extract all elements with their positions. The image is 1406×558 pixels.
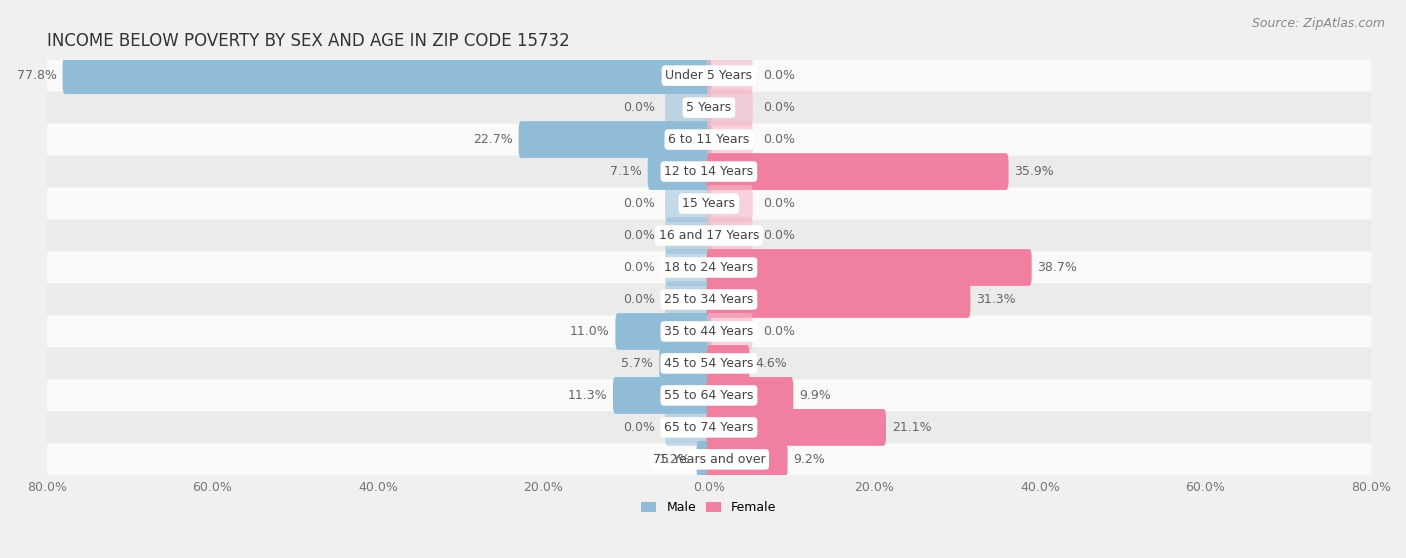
Text: 12 to 14 Years: 12 to 14 Years [665, 165, 754, 178]
Text: 0.0%: 0.0% [762, 325, 794, 338]
FancyBboxPatch shape [46, 348, 1371, 379]
Text: 35.9%: 35.9% [1014, 165, 1054, 178]
Text: 22.7%: 22.7% [472, 133, 513, 146]
Text: 0.0%: 0.0% [762, 197, 794, 210]
FancyBboxPatch shape [706, 153, 1008, 190]
Text: 0.0%: 0.0% [623, 261, 655, 274]
FancyBboxPatch shape [706, 249, 1032, 286]
FancyBboxPatch shape [46, 444, 1371, 475]
Text: 11.3%: 11.3% [568, 389, 607, 402]
FancyBboxPatch shape [46, 92, 1371, 123]
Text: 1.2%: 1.2% [659, 453, 690, 466]
Text: 0.0%: 0.0% [762, 229, 794, 242]
Text: 9.9%: 9.9% [799, 389, 831, 402]
FancyBboxPatch shape [706, 377, 793, 414]
Text: 5 Years: 5 Years [686, 101, 731, 114]
Text: 0.0%: 0.0% [623, 229, 655, 242]
FancyBboxPatch shape [46, 156, 1371, 187]
Text: 0.0%: 0.0% [623, 101, 655, 114]
Legend: Male, Female: Male, Female [637, 496, 782, 519]
FancyBboxPatch shape [613, 377, 711, 414]
FancyBboxPatch shape [706, 313, 752, 350]
FancyBboxPatch shape [696, 441, 711, 478]
FancyBboxPatch shape [706, 185, 752, 222]
FancyBboxPatch shape [519, 121, 711, 158]
Text: 45 to 54 Years: 45 to 54 Years [664, 357, 754, 370]
FancyBboxPatch shape [46, 283, 1371, 315]
FancyBboxPatch shape [46, 60, 1371, 92]
Text: 0.0%: 0.0% [762, 101, 794, 114]
FancyBboxPatch shape [706, 409, 886, 446]
Text: 31.3%: 31.3% [976, 293, 1017, 306]
FancyBboxPatch shape [706, 281, 970, 318]
FancyBboxPatch shape [706, 441, 787, 478]
Text: 55 to 64 Years: 55 to 64 Years [664, 389, 754, 402]
Text: 0.0%: 0.0% [623, 293, 655, 306]
FancyBboxPatch shape [706, 89, 752, 126]
FancyBboxPatch shape [659, 345, 711, 382]
FancyBboxPatch shape [706, 121, 752, 158]
Text: 6 to 11 Years: 6 to 11 Years [668, 133, 749, 146]
Text: Under 5 Years: Under 5 Years [665, 69, 752, 82]
FancyBboxPatch shape [616, 313, 711, 350]
FancyBboxPatch shape [665, 249, 711, 286]
FancyBboxPatch shape [46, 315, 1371, 348]
Text: 75 Years and over: 75 Years and over [652, 453, 765, 466]
FancyBboxPatch shape [665, 217, 711, 254]
Text: 0.0%: 0.0% [762, 133, 794, 146]
Text: 5.7%: 5.7% [621, 357, 654, 370]
Text: 18 to 24 Years: 18 to 24 Years [664, 261, 754, 274]
FancyBboxPatch shape [46, 252, 1371, 283]
Text: 0.0%: 0.0% [762, 69, 794, 82]
Text: 21.1%: 21.1% [891, 421, 931, 434]
Text: 7.1%: 7.1% [610, 165, 643, 178]
FancyBboxPatch shape [46, 379, 1371, 411]
Text: 38.7%: 38.7% [1038, 261, 1077, 274]
Text: Source: ZipAtlas.com: Source: ZipAtlas.com [1251, 17, 1385, 30]
Text: INCOME BELOW POVERTY BY SEX AND AGE IN ZIP CODE 15732: INCOME BELOW POVERTY BY SEX AND AGE IN Z… [46, 32, 569, 50]
Text: 9.2%: 9.2% [793, 453, 825, 466]
FancyBboxPatch shape [648, 153, 711, 190]
Text: 0.0%: 0.0% [623, 421, 655, 434]
Text: 11.0%: 11.0% [569, 325, 610, 338]
FancyBboxPatch shape [706, 345, 749, 382]
Text: 0.0%: 0.0% [623, 197, 655, 210]
Text: 35 to 44 Years: 35 to 44 Years [664, 325, 754, 338]
Text: 16 and 17 Years: 16 and 17 Years [659, 229, 759, 242]
Text: 25 to 34 Years: 25 to 34 Years [664, 293, 754, 306]
Text: 77.8%: 77.8% [17, 69, 56, 82]
FancyBboxPatch shape [706, 217, 752, 254]
Text: 15 Years: 15 Years [682, 197, 735, 210]
FancyBboxPatch shape [665, 185, 711, 222]
FancyBboxPatch shape [665, 409, 711, 446]
FancyBboxPatch shape [46, 219, 1371, 252]
FancyBboxPatch shape [62, 57, 711, 94]
FancyBboxPatch shape [665, 281, 711, 318]
FancyBboxPatch shape [46, 187, 1371, 219]
FancyBboxPatch shape [665, 89, 711, 126]
Text: 65 to 74 Years: 65 to 74 Years [664, 421, 754, 434]
FancyBboxPatch shape [706, 57, 752, 94]
FancyBboxPatch shape [46, 411, 1371, 444]
FancyBboxPatch shape [46, 123, 1371, 156]
Text: 4.6%: 4.6% [755, 357, 787, 370]
